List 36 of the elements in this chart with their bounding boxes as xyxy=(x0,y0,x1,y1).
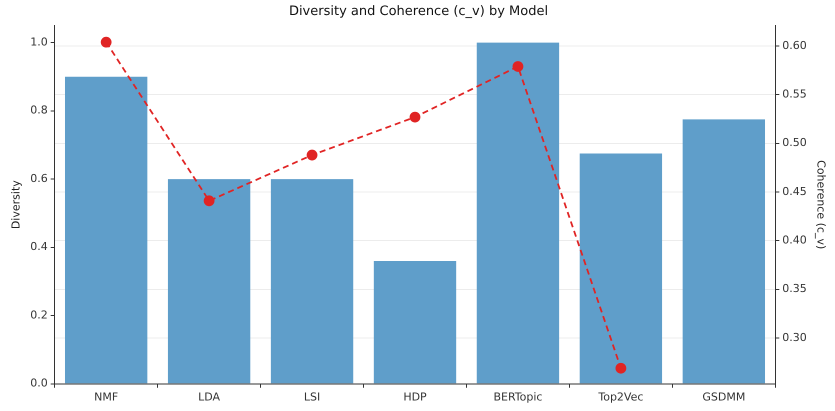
chart-title: Diversity and Coherence (c_v) by Model xyxy=(288,4,548,20)
bar xyxy=(270,179,354,384)
y-tick-label: 1.0 xyxy=(30,36,48,49)
bar xyxy=(682,119,766,384)
point xyxy=(306,150,318,160)
x-tick-label: LSI xyxy=(304,390,320,404)
bar xyxy=(476,42,560,384)
bar xyxy=(168,179,250,384)
point xyxy=(615,362,626,374)
x-tick-label: LDA xyxy=(198,390,221,404)
y-tick-label: 0.0 xyxy=(30,376,48,390)
bar xyxy=(374,260,456,384)
point xyxy=(100,36,112,48)
point xyxy=(512,61,524,72)
bar xyxy=(64,76,148,384)
y-tick-label: 0.6 xyxy=(30,172,48,185)
point xyxy=(204,195,215,206)
x-tick-label: BERTopic xyxy=(493,390,542,404)
x-tick-label: HDP xyxy=(403,390,428,404)
bar xyxy=(580,154,662,384)
y2-tick-label: 0.50 xyxy=(782,136,807,150)
y2-tick-label: 0.35 xyxy=(782,282,807,296)
y2-tick-label: 0.30 xyxy=(782,330,807,344)
y2-tick-label: 0.60 xyxy=(782,38,807,52)
y2-tick-label: 0.40 xyxy=(782,234,807,247)
x-tick-label: Top2Vec xyxy=(597,390,644,404)
x-tick-label: NMF xyxy=(94,390,118,404)
x-tick-label: GSDMM xyxy=(702,390,746,404)
y-tick-label: 0.4 xyxy=(30,240,48,254)
y2-tick-label: 0.45 xyxy=(782,184,807,198)
point xyxy=(410,112,420,122)
y2-axis-title: Coherence (c_v) xyxy=(814,160,828,250)
y-axis-title: Diversity xyxy=(9,180,22,230)
y2-tick-label: 0.55 xyxy=(782,88,807,101)
y-tick-label: 0.2 xyxy=(30,308,48,322)
y-tick-label: 0.8 xyxy=(30,104,48,117)
